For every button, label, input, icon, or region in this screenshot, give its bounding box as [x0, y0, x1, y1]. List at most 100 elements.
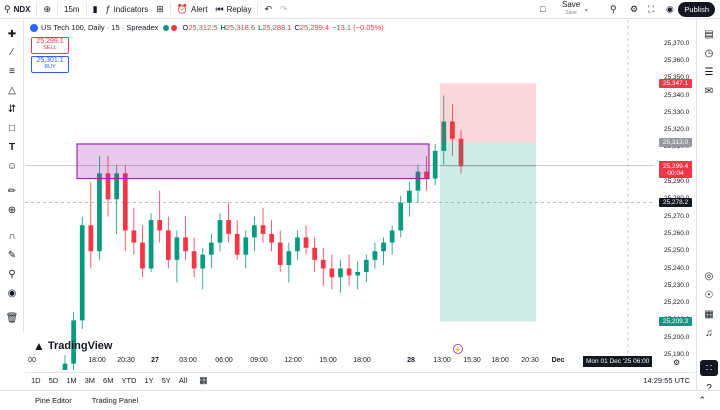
last-price-tag: 25,299.4 00:04 [659, 161, 692, 179]
candle-body [183, 237, 188, 252]
save-label: Save [562, 0, 581, 9]
target-button[interactable]: ◎ [700, 268, 718, 284]
zoom-tool[interactable]: ⊕ [3, 202, 21, 218]
camera-icon: ◉ [666, 3, 674, 14]
range-button-all[interactable]: All [178, 376, 188, 385]
chart-type-button[interactable]: ▮ [89, 0, 102, 19]
price-tick-label: 25,290.0 [664, 178, 690, 186]
buy-price: 25,301.1 [36, 57, 64, 64]
object-tree-button[interactable]: ☰ [700, 64, 718, 80]
fib-tool[interactable]: ≡ [3, 63, 21, 79]
time-tick-label: Dec [551, 357, 565, 364]
candle-body [441, 121, 447, 151]
clock-icon: ◷ [704, 47, 714, 59]
help-button[interactable]: ? [700, 380, 718, 396]
candle-body [226, 220, 231, 234]
undo-button[interactable]: ↶ [260, 0, 276, 19]
range-button-3m[interactable]: 3M [84, 376, 96, 385]
collapse-panel-icon[interactable]: ⌃ [698, 395, 706, 405]
price-chart[interactable]: ⚡ [25, 20, 695, 370]
lock-tool[interactable]: ⚲ [3, 266, 21, 282]
templates-button[interactable]: ⊞ [152, 0, 168, 19]
range-button-1m[interactable]: 1M [66, 376, 77, 385]
alert-button[interactable]: ⏰ Alert [173, 0, 212, 19]
bar-countdown: 00:04 [667, 169, 684, 177]
price-tick-label: 25,230.0 [664, 281, 690, 289]
candle-body [320, 259, 326, 269]
low-key: L [258, 23, 263, 32]
crosshair-tool[interactable]: ✚ [3, 26, 21, 42]
measure-tool[interactable]: ✏ [3, 183, 21, 199]
grid-icon: ⊞ [156, 3, 164, 14]
candle-body [243, 237, 249, 255]
magnet-icon: ∩ [8, 230, 16, 242]
pattern-tool[interactable]: △ [3, 82, 21, 98]
range-button-5y[interactable]: 5Y [161, 376, 171, 385]
candle-body [458, 138, 464, 167]
settings-button[interactable]: ⚙ [626, 0, 642, 19]
price-tick-label: 25,320.0 [664, 126, 690, 134]
tab-pine-editor[interactable]: Pine Editor [35, 396, 72, 405]
legend-title: US Tech 100, Daily · 15 · Spreadex [41, 23, 159, 32]
buy-button[interactable]: 25,301.1 BUY [31, 56, 69, 73]
price-tick-label: 25,350.0 [664, 74, 690, 82]
chat-button[interactable]: ✉ [700, 83, 718, 99]
ideas-button[interactable]: ☉ [700, 287, 718, 303]
alerts-panel-button[interactable]: ◷ [700, 45, 718, 61]
publish-button[interactable]: Publish [678, 2, 715, 17]
interval-button[interactable]: 15m [60, 0, 84, 19]
remove-tool[interactable]: 🗑 [3, 310, 21, 326]
change-value: −13.1 (−0.05%) [332, 23, 384, 32]
add-symbol-button[interactable]: ⊕ [39, 0, 55, 19]
chart-legend: US Tech 100, Daily · 15 · Spreadex O 25,3… [30, 23, 387, 32]
price-tick-label: 25,340.0 [664, 91, 690, 99]
save-button[interactable]: Save Save ⌄ [558, 0, 593, 19]
time-axis[interactable]: 00 18:00 20:30 27 03:00 06:00 09:00 12:00 15:00 1… [25, 357, 655, 369]
tab-trading-panel[interactable]: Trading Panel [91, 396, 139, 405]
range-button-5d[interactable]: 5D [48, 376, 59, 385]
candle-body [277, 242, 283, 266]
layout-button[interactable]: □ [536, 0, 549, 19]
geometric-tool[interactable]: □ [3, 120, 21, 136]
time-tick-label: 18:00 [353, 357, 371, 364]
redo-button[interactable]: ↷ [276, 0, 292, 19]
candle-body [269, 233, 274, 243]
apps-button[interactable]: ∷ [700, 360, 718, 376]
indicators-label: Indicators [113, 4, 149, 14]
magnet-tool[interactable]: ∩ [3, 228, 21, 244]
axis-settings-button[interactable]: ⚙ [673, 358, 680, 367]
hide-tool[interactable]: ◉ [3, 285, 21, 301]
replay-label: Replay [226, 4, 252, 14]
icon-tool[interactable]: ☺ [3, 158, 21, 174]
date-range-bar: 1D 5D 1M 3M 6M YTD 1Y 5Y All ▦ 14:29:55 UTC [25, 372, 695, 388]
watchlist-button[interactable]: ▤ [700, 26, 718, 42]
sell-button[interactable]: 25,299.1 SELL [31, 37, 69, 54]
range-button-1d[interactable]: 1D [31, 376, 41, 385]
range-button-6m[interactable]: 6M [103, 376, 114, 385]
target-price-tag: 25,209.3 [659, 317, 692, 327]
price-tick-label: 25,260.0 [664, 229, 690, 237]
replay-button[interactable]: ⏮ Replay [211, 0, 255, 19]
notifications-button[interactable]: ♫ [700, 325, 718, 341]
range-button-1y[interactable]: 1Y [144, 376, 154, 385]
stay-drawing-tool[interactable]: ✎ [3, 247, 21, 263]
range-button-ytd[interactable]: YTD [121, 376, 137, 385]
calendar-button[interactable]: ▦ [700, 306, 718, 322]
utc-clock[interactable]: 14:29:55 UTC [643, 376, 690, 385]
fullscreen-button[interactable]: ⛶ [644, 0, 658, 19]
quick-search-button[interactable]: ⚲ [606, 0, 621, 19]
close-key: C [294, 23, 300, 32]
high-value: 25,318.6 [225, 23, 256, 32]
text-tool[interactable]: T [3, 139, 21, 155]
indicators-button[interactable]: ƒ Indicators [102, 0, 153, 19]
symbol-search[interactable]: ⚲ NDX [0, 0, 34, 19]
snapshot-button[interactable]: ◉ [662, 0, 678, 19]
candle-body [286, 251, 292, 266]
alert-label: Alert [191, 4, 208, 14]
event-marker-glyph: ⚡ [454, 346, 461, 354]
trend-line-tool[interactable]: ∕ [3, 44, 21, 60]
price-axis[interactable]: 25,370.0 25,360.0 25,350.0 25,340.0 25,330.0… [655, 20, 695, 370]
forecast-tool[interactable]: ⇵ [3, 101, 21, 117]
candle-body [329, 268, 335, 278]
goto-date-button[interactable]: ▦ [199, 375, 208, 386]
